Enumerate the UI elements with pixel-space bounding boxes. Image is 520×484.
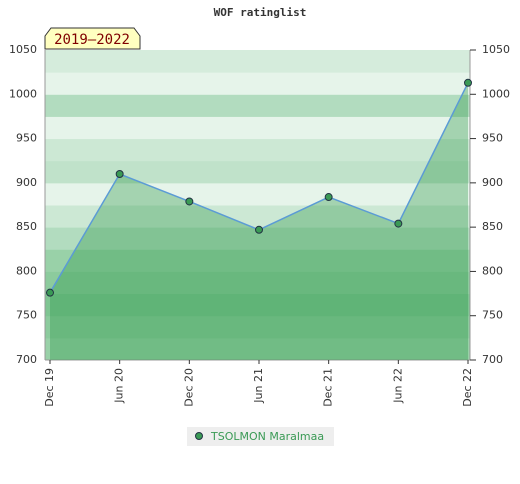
marker xyxy=(324,193,333,202)
background-band xyxy=(45,50,470,73)
y-tick-label: 850 xyxy=(16,220,37,233)
y-tick-label: 1000 xyxy=(9,87,37,100)
y-tick-label: 1050 xyxy=(9,43,37,56)
x-tick-label: Jun 20 xyxy=(113,368,126,404)
marker xyxy=(464,78,472,87)
background-band xyxy=(45,271,470,295)
annotation: 2019–2022 xyxy=(54,32,130,48)
marker xyxy=(115,170,124,178)
y2-tick-label: 900 xyxy=(482,176,503,189)
legend-marker xyxy=(195,432,203,440)
x-tick-label: Dec 22 xyxy=(461,368,474,407)
background-band xyxy=(45,249,470,272)
y2-tick-label: 700 xyxy=(482,353,503,366)
background-band xyxy=(45,315,470,339)
background-band xyxy=(45,116,470,140)
background-band xyxy=(45,72,470,95)
x-tick-label: Dec 19 xyxy=(43,368,56,407)
marker xyxy=(46,288,54,297)
y-tick-label: 900 xyxy=(16,176,37,189)
y2-tick-label: 1050 xyxy=(482,43,510,56)
background-band xyxy=(45,182,470,206)
background-band xyxy=(45,160,470,184)
background-band xyxy=(45,337,470,361)
y2-tick-label: 750 xyxy=(482,309,503,322)
marker xyxy=(394,219,403,228)
x-tick-label: Jun 21 xyxy=(252,368,265,404)
y2-tick-label: 850 xyxy=(482,220,503,233)
y2-tick-label: 1000 xyxy=(482,87,510,100)
background-band xyxy=(45,94,470,117)
background-band xyxy=(45,227,470,250)
area xyxy=(50,82,468,361)
legend-label: TSOLMON Maralmaa xyxy=(210,430,324,443)
y-tick-label: 800 xyxy=(16,264,37,277)
marker xyxy=(185,197,194,206)
chart-title: WOF ratinglist xyxy=(214,6,307,19)
background-band xyxy=(45,138,470,162)
legend-box xyxy=(187,427,334,446)
plot-area xyxy=(45,50,470,361)
x-tick-label: Jun 22 xyxy=(391,368,404,404)
x-tick-label: Dec 20 xyxy=(182,368,195,407)
y-tick-label: 750 xyxy=(16,309,37,322)
marker xyxy=(255,225,263,234)
y2-tick-label: 800 xyxy=(482,264,503,277)
y-tick-label: 950 xyxy=(16,132,37,145)
background-band xyxy=(45,293,470,317)
annotation-box xyxy=(44,27,141,50)
y2-tick-label: 950 xyxy=(482,132,503,145)
y-tick-label: 700 xyxy=(16,353,37,366)
x-tick-label: Dec 21 xyxy=(322,368,335,407)
